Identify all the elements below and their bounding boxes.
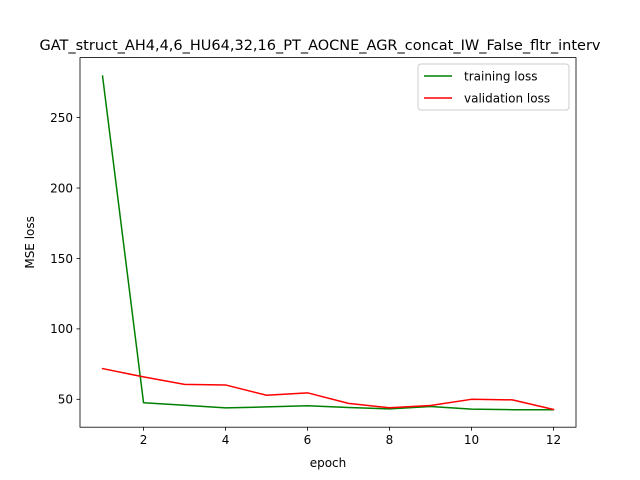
chart-title: GAT_struct_AH4,4,6_HU64,32,16_PT_AOCNE_A… — [39, 38, 600, 54]
legend-label-training-loss: training loss — [464, 69, 537, 83]
legend-label-validation-loss: validation loss — [464, 91, 550, 105]
y-tick-label: 100 — [50, 322, 73, 336]
series-line-training-loss — [101, 75, 555, 411]
axes-layer: 2 4 6 8 10 12 50 100 150 200 250 — [50, 57, 577, 447]
y-axis-label: MSE loss — [23, 216, 37, 269]
series-line-validation-loss — [101, 367, 555, 411]
y-tick-label: 50 — [58, 393, 73, 407]
legend: training loss validation loss — [417, 63, 570, 111]
x-tick-label: 10 — [464, 433, 479, 447]
x-tick-label: 12 — [546, 433, 561, 447]
axes-frame — [79, 57, 577, 428]
plot-area — [80, 57, 576, 428]
series-layer — [101, 75, 555, 411]
legend-box — [417, 63, 570, 111]
x-tick-label: 8 — [386, 433, 394, 447]
x-tick-label: 2 — [140, 433, 148, 447]
x-tick-label: 4 — [222, 433, 230, 447]
y-tick-label: 200 — [50, 181, 73, 195]
y-tick-label: 150 — [50, 252, 73, 266]
y-tick-label: 250 — [50, 111, 73, 125]
x-axis-label: epoch — [310, 456, 347, 470]
x-tick-label: 6 — [304, 433, 312, 447]
